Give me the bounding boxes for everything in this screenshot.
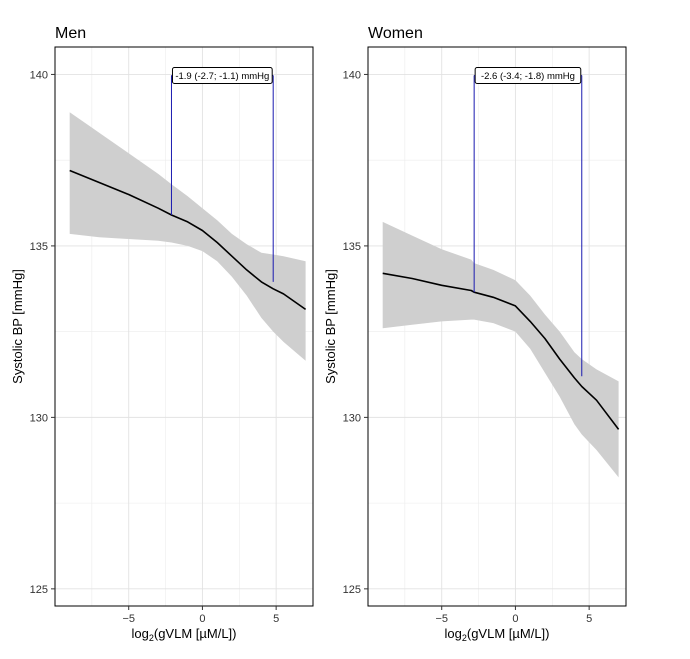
fitted-line — [382, 272, 620, 430]
y-tick-label: 125 — [30, 584, 48, 596]
x-axis-label: log2(gVLM [µM/L]) — [132, 626, 237, 643]
confidence-band — [69, 112, 306, 361]
y-axis-label: Systolic BP [mmHg] — [10, 269, 25, 384]
panel-border — [367, 46, 627, 607]
x-tick-label: −5 — [122, 613, 135, 625]
x-axis-label: log2(gVLM [µM/L]) — [445, 626, 550, 643]
panel-border — [54, 46, 314, 607]
y-tick-label: 140 — [30, 69, 48, 81]
panel-women: Women -2.6 (-3.4; -1.8) mmHg −5 0 5 125 130 1… — [323, 25, 627, 643]
fitted-line — [69, 169, 307, 311]
y-tick-label: 130 — [30, 412, 48, 424]
y-tick-label: 135 — [30, 241, 48, 253]
annotation-label: -2.6 (-3.4; -1.8) mmHg — [481, 71, 575, 82]
confidence-band — [382, 221, 619, 478]
y-tick-label: 135 — [343, 241, 361, 253]
x-tick-label: 5 — [586, 613, 592, 625]
panel-title: Men — [55, 25, 86, 42]
x-tick-label: 0 — [199, 613, 205, 625]
y-tick-label: 125 — [343, 584, 361, 596]
panel-title: Women — [368, 25, 423, 42]
panel-men: Men -1.9 (-2.7; -1.1) mmHg −5 0 5 125 130 135… — [10, 25, 314, 643]
annotation-box — [474, 66, 582, 84]
y-axis-label: Systolic BP [mmHg] — [323, 269, 338, 384]
x-tick-label: 5 — [273, 613, 279, 625]
x-tick-label: 0 — [512, 613, 518, 625]
annotation-box — [171, 66, 273, 84]
x-tick-label: −5 — [435, 613, 448, 625]
y-tick-label: 130 — [343, 412, 361, 424]
y-tick-label: 140 — [343, 69, 361, 81]
annotation-label: -1.9 (-2.7; -1.1) mmHg — [175, 71, 269, 82]
